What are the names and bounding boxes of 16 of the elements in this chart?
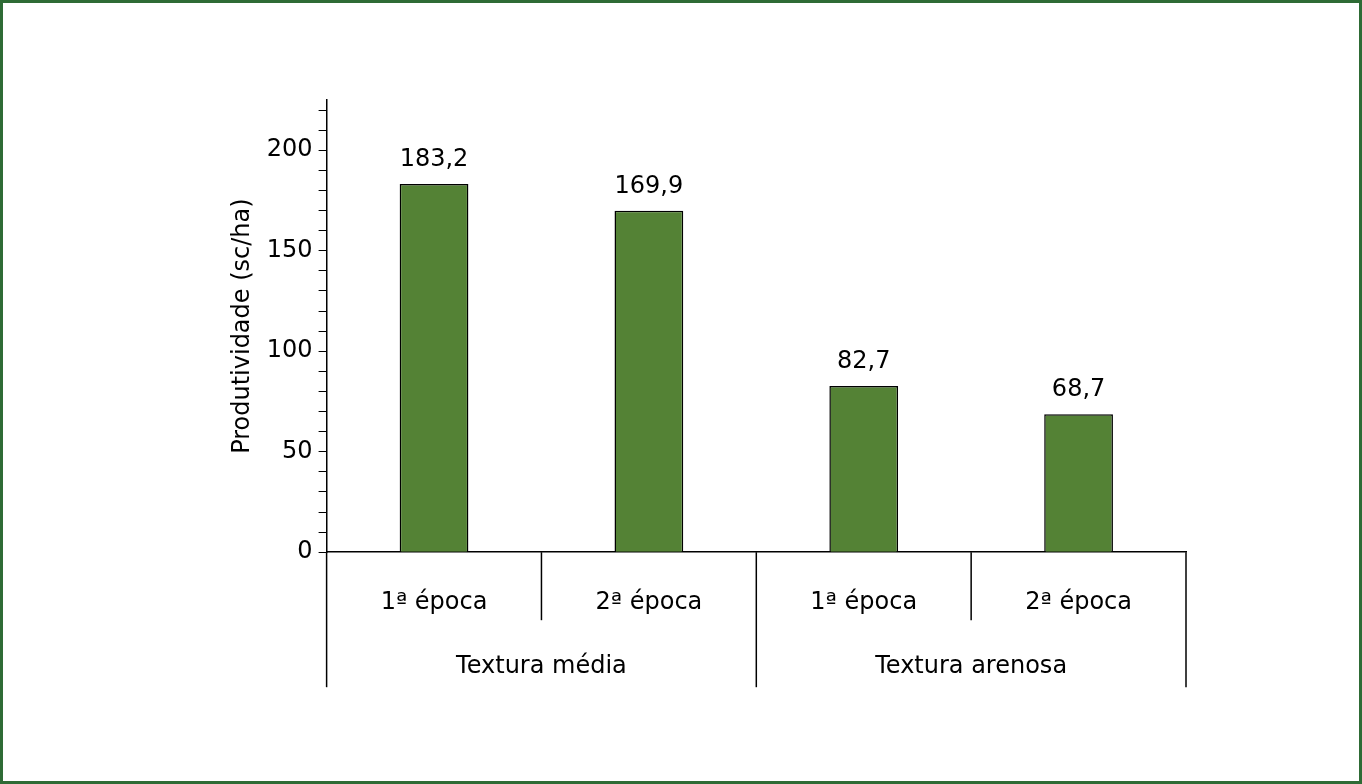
x-tick-label: 2ª época — [1025, 586, 1132, 615]
x-tick-label: 1ª época — [810, 586, 918, 615]
data-label: 169,9 — [614, 170, 684, 199]
y-tick-label: 200 — [266, 134, 313, 163]
text: Textura arenosa — [874, 651, 1068, 680]
y-tick-label: 100 — [266, 335, 313, 364]
data-label: 82,7 — [837, 346, 891, 375]
x-tick-label: 1ª época — [380, 586, 488, 615]
y-axis-title: Produtividade (sc/ha) — [226, 198, 255, 454]
data-label: 68,7 — [1051, 374, 1106, 403]
x-tick-label: 2ª época — [595, 586, 703, 615]
y-tick-label: 150 — [266, 234, 313, 263]
data-label: 183,2 — [399, 144, 469, 173]
text: Textura média — [455, 651, 627, 680]
y-tick-label: 0 — [297, 536, 313, 565]
y-tick-label: 50 — [282, 435, 313, 464]
